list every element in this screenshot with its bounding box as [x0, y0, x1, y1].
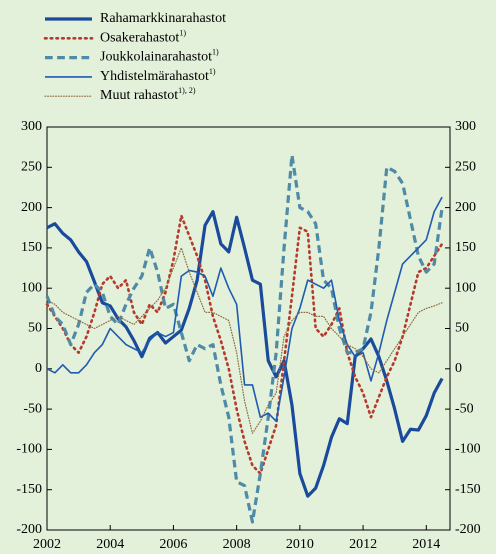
- y-tick-label: 300: [21, 119, 42, 134]
- y-tick-label: 0: [35, 361, 42, 376]
- legend-name: Osakerahastot: [100, 31, 179, 46]
- x-tick-label: 2012: [349, 537, 377, 552]
- legend-footnote: 1), 2): [178, 86, 196, 95]
- legend-footnote: 1): [209, 67, 216, 76]
- series-line: [46, 247, 443, 434]
- legend-name: Joukkolainarahastot: [100, 50, 212, 65]
- y2-tick-label: -150: [455, 482, 481, 497]
- legend-footnote: 1): [179, 28, 186, 37]
- x-tick-label: 2002: [33, 537, 61, 552]
- y2-tick-label: 250: [455, 160, 476, 175]
- y-tick-label: 250: [21, 160, 42, 175]
- legend-label: Rahamarkkinarahastot: [100, 11, 226, 26]
- y2-tick-label: -50: [455, 401, 474, 416]
- series-line: [46, 196, 443, 422]
- x-tick-label: 2008: [223, 537, 251, 552]
- series-line: [45, 214, 444, 475]
- y-tick-label: 200: [21, 200, 42, 215]
- y-tick-label: 50: [28, 321, 42, 336]
- legend-name: Rahamarkkinarahastot: [100, 11, 226, 26]
- x-tick-label: 2014: [412, 537, 440, 552]
- plot-frame: [46, 126, 451, 531]
- series-line: [46, 210, 444, 498]
- legend-name: Muut rahastot: [100, 88, 178, 103]
- x-tick-label: 2004: [96, 537, 124, 552]
- y-tick-label: 150: [21, 240, 42, 255]
- legend-label: Joukkolainarahastot1): [100, 47, 219, 64]
- legend-footnote: 1): [212, 47, 219, 56]
- x-tick-label: 2006: [159, 537, 187, 552]
- legend-label: Osakerahastot1): [100, 28, 186, 45]
- y2-tick-label: -100: [455, 442, 481, 457]
- y-tick-label: 100: [21, 280, 42, 295]
- x-tick-label: 2010: [286, 537, 314, 552]
- y2-tick-label: 100: [455, 280, 476, 295]
- y2-tick-label: 150: [455, 240, 476, 255]
- legend-label: Muut rahastot1), 2): [100, 86, 196, 103]
- legend-name: Yhdistelmärahastot: [100, 69, 209, 84]
- y2-tick-label: 50: [455, 321, 469, 336]
- y2-tick-label: 200: [455, 200, 476, 215]
- y2-tick-label: -200: [455, 522, 481, 537]
- y2-tick-label: 0: [455, 361, 462, 376]
- y-tick-label: -200: [16, 522, 42, 537]
- y2-tick-label: 300: [455, 119, 476, 134]
- y-tick-label: -100: [16, 442, 42, 457]
- y-tick-label: -150: [16, 482, 42, 497]
- legend-label: Yhdistelmärahastot1): [100, 67, 216, 84]
- y-tick-label: -50: [23, 401, 42, 416]
